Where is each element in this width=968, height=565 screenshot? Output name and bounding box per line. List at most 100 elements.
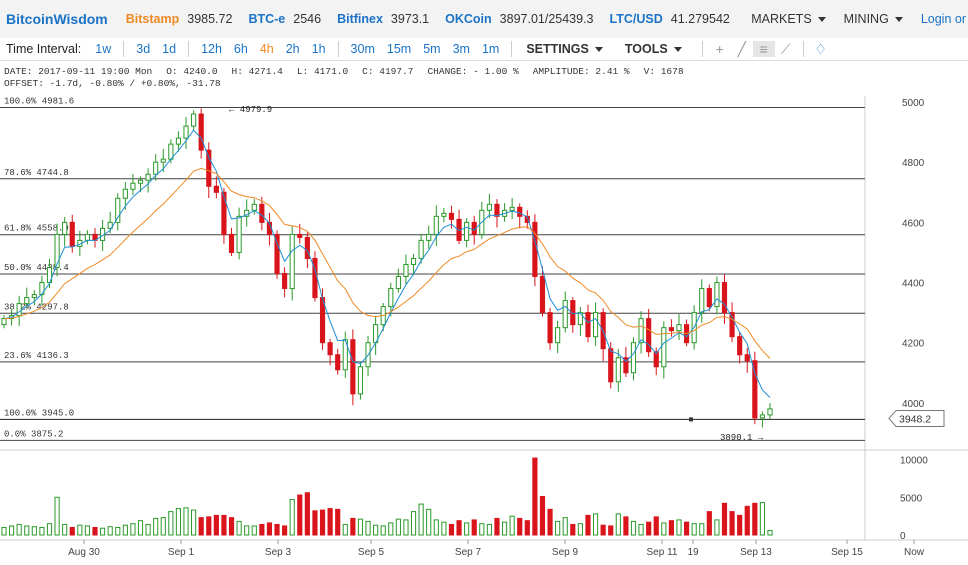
candle-up bbox=[714, 282, 720, 308]
volume-bar bbox=[160, 517, 166, 536]
candle-down bbox=[608, 348, 614, 383]
volume-bar bbox=[84, 525, 91, 536]
candle-down bbox=[228, 233, 235, 253]
candle-up bbox=[426, 233, 432, 241]
volume-tick-label: 10000 bbox=[900, 456, 928, 467]
candle-up bbox=[107, 221, 113, 229]
volume-bar bbox=[213, 514, 219, 536]
candle-down bbox=[547, 312, 553, 344]
volume-bar bbox=[100, 527, 106, 536]
candle-down bbox=[259, 203, 265, 223]
candle-up bbox=[699, 288, 705, 314]
settings-menu[interactable]: SETTINGS bbox=[526, 42, 603, 56]
volume-bar bbox=[517, 517, 523, 536]
volume-bar bbox=[365, 520, 371, 536]
volume-bar bbox=[494, 517, 500, 536]
volume-bar bbox=[130, 523, 136, 536]
fan-icon[interactable]: ⟋ bbox=[780, 40, 791, 57]
mining-menu[interactable]: MINING bbox=[844, 12, 903, 26]
volume-bar bbox=[759, 502, 766, 536]
interval-1h[interactable]: 1h bbox=[311, 42, 326, 56]
crosshair-icon[interactable]: + bbox=[715, 41, 724, 57]
interval-15m[interactable]: 15m bbox=[386, 42, 412, 56]
ticker-btce[interactable]: BTC-e 2546 bbox=[248, 12, 322, 26]
login-link[interactable]: Login or bbox=[920, 12, 966, 26]
fib-level-label: 78.6% 4744.8 bbox=[4, 168, 69, 178]
volume-bar bbox=[456, 520, 462, 536]
candle-up bbox=[191, 113, 197, 127]
candle-down bbox=[532, 221, 538, 278]
volume-bar bbox=[373, 524, 379, 536]
ticker-bitstamp[interactable]: Bitstamp 3985.72 bbox=[125, 12, 233, 26]
volume-bar bbox=[501, 521, 508, 536]
interval-1d[interactable]: 1d bbox=[162, 42, 177, 56]
ticker-bitfinex[interactable]: Bitfinex 3973.1 bbox=[337, 12, 430, 26]
candle-down bbox=[729, 312, 735, 338]
chevron-down-icon bbox=[594, 46, 603, 52]
interval-1m[interactable]: 1m bbox=[481, 42, 500, 56]
volume-bar bbox=[335, 508, 341, 536]
volume-bar bbox=[259, 523, 265, 536]
fib-level-label: 100.0% 4981.6 bbox=[4, 97, 74, 107]
alert-bell-icon[interactable]: ♢ bbox=[814, 40, 827, 57]
markets-menu[interactable]: MARKETS bbox=[751, 12, 826, 26]
candle-down bbox=[752, 360, 758, 419]
ticker-ltc-usd[interactable]: LTC/USD 41.279542 bbox=[609, 12, 730, 26]
volume-bar bbox=[289, 499, 295, 536]
time-tick-label: Now bbox=[904, 547, 925, 558]
time-tick-label: Sep 11 bbox=[647, 547, 678, 558]
volume-bar bbox=[54, 496, 60, 536]
volume-bar bbox=[539, 496, 546, 536]
horizontal-lines-icon[interactable]: ≡ bbox=[752, 41, 775, 57]
volume-bar bbox=[115, 526, 121, 536]
candle-up bbox=[418, 239, 424, 259]
interval-2h[interactable]: 2h bbox=[285, 42, 300, 56]
candle-up bbox=[62, 221, 68, 235]
candle-up bbox=[160, 158, 166, 163]
candle-down bbox=[646, 318, 652, 353]
candle-up bbox=[486, 203, 492, 211]
volume-bar bbox=[319, 509, 326, 536]
interval-12h[interactable]: 12h bbox=[201, 42, 222, 56]
candle-up bbox=[759, 414, 766, 419]
candle-up bbox=[153, 161, 159, 175]
candle-down bbox=[327, 342, 333, 356]
candle-down bbox=[297, 233, 303, 238]
interval-30m[interactable]: 30m bbox=[350, 42, 375, 56]
ticker-okcoin[interactable]: OKCoin 3897.01/25439.3 bbox=[445, 12, 594, 26]
candle-up bbox=[577, 312, 583, 326]
volume-bar bbox=[92, 526, 98, 536]
tools-menu[interactable]: TOOLS bbox=[625, 42, 682, 56]
interval-1w[interactable]: 1w bbox=[95, 42, 112, 56]
candle-up bbox=[464, 221, 470, 241]
brand-logo[interactable]: BitcoinWisdom bbox=[6, 11, 108, 27]
draw-line-icon[interactable]: ╱ bbox=[737, 40, 746, 57]
volume-bar bbox=[570, 523, 576, 536]
volume-bar bbox=[327, 508, 333, 536]
candle-up bbox=[509, 206, 515, 211]
price-tick-label: 4600 bbox=[902, 218, 925, 229]
interval-3m[interactable]: 3m bbox=[452, 42, 470, 56]
fib-level-label: 50.0% 4428.4 bbox=[4, 263, 69, 273]
price-chart[interactable]: 5000 4800 4600 4400 4200 4000 100.0% 4981.6 78.… bbox=[0, 61, 968, 565]
interval-4h[interactable]: 4h bbox=[259, 42, 274, 56]
candle-up bbox=[357, 366, 364, 395]
time-tick-label: 19 bbox=[687, 547, 699, 558]
volume-bar bbox=[418, 503, 424, 536]
candle-up bbox=[388, 288, 394, 308]
volume-bar bbox=[388, 522, 394, 536]
volume-bar bbox=[175, 508, 182, 536]
volume-bar bbox=[39, 526, 45, 536]
candle-down bbox=[312, 257, 318, 299]
candle-down bbox=[623, 357, 629, 374]
interval-3d[interactable]: 3d bbox=[136, 42, 151, 56]
ema-slow-line bbox=[3, 167, 771, 359]
chevron-down-icon bbox=[673, 46, 682, 52]
volume-tick-label: 0 bbox=[900, 531, 906, 542]
candle-up bbox=[767, 408, 773, 416]
interval-5m[interactable]: 5m bbox=[423, 42, 441, 56]
interval-6h[interactable]: 6h bbox=[233, 42, 248, 56]
candle-down bbox=[744, 354, 750, 362]
fib-level-label: 38.2% 4297.8 bbox=[4, 302, 69, 312]
volume-bar bbox=[31, 526, 37, 536]
